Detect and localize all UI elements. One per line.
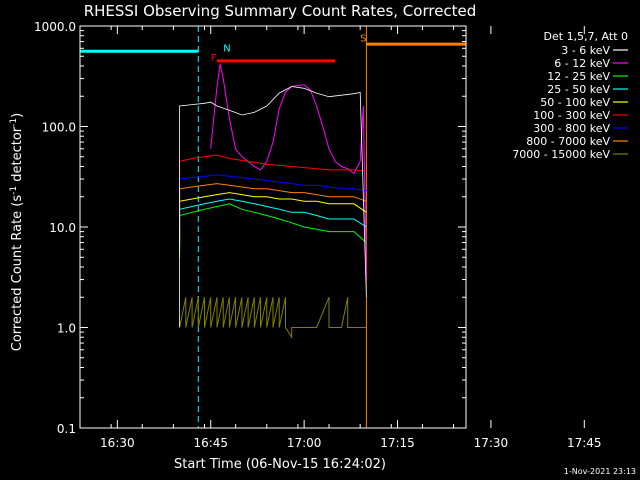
legend-entry-label: 3 - 6 keV (561, 44, 610, 57)
axes: 0.1 1.0 10.0 100.0 1000.0 16:30 16:45 17:00 17:1… (34, 20, 602, 450)
y-axis-label-sup2: -1 (9, 118, 19, 127)
state-label-2: S (360, 34, 366, 45)
series-line-7000-15000keV (179, 297, 367, 339)
plot-background (80, 26, 466, 428)
series-line-100-300keV (179, 154, 367, 210)
chart-title: RHESSI Observing Summary Count Rates, Co… (84, 2, 477, 20)
y-axis-label-sup1: -1 (9, 186, 19, 195)
y-tick-label: 1.0 (57, 322, 76, 336)
plot-area: NF S (80, 26, 466, 428)
legend-entry-label: 50 - 100 keV (540, 96, 610, 109)
y-tick-label: 1000.0 (34, 20, 76, 34)
y-axis-label-main: Corrected Count Rate (s (10, 195, 25, 352)
legend-entry-label: 6 - 12 keV (554, 57, 610, 70)
y-axis-label: Corrected Count Rate (s-1 detector-1) (9, 113, 25, 351)
y-axis-label-end: ) (10, 113, 25, 118)
series-line-25-50keV (179, 198, 367, 250)
series-line-800-7000keV (179, 183, 367, 237)
y-tick-label: 0.1 (57, 422, 76, 436)
x-tick-label: 17:45 (567, 436, 602, 450)
state-label-1: F (211, 53, 217, 64)
x-tick-label: 17:00 (287, 436, 322, 450)
y-tick-label: 100.0 (42, 121, 76, 135)
x-tick-label: 16:45 (193, 436, 228, 450)
series-line-3-6keV-highlight (179, 86, 367, 328)
legend-entry-label: 12 - 25 keV (547, 70, 610, 83)
series-line-6-12keV (210, 63, 367, 280)
footer-timestamp: 1-Nov-2021 23:13 (564, 467, 636, 476)
x-tick-label: 17:30 (474, 436, 509, 450)
legend-entry-label: 7000 - 15000 keV (512, 148, 610, 161)
legend-entry-label: 800 - 7000 keV (526, 135, 610, 148)
series-line-300-800keV (179, 174, 367, 227)
plot-content: NF S (80, 26, 466, 428)
legend-header: Det 1,5,7, Att 0 (544, 30, 628, 43)
y-tick-label: 10.0 (49, 221, 76, 235)
legend-entry-label: 25 - 50 keV (547, 83, 610, 96)
x-tick-label: 16:30 (100, 436, 135, 450)
y-axis-label-mid: detector (10, 126, 25, 186)
series-line-50-100keV (179, 192, 367, 243)
legend-entry-label: 100 - 300 keV (533, 109, 610, 122)
legend-entry-label: 300 - 800 keV (533, 122, 610, 135)
x-tick-label: 17:15 (380, 436, 415, 450)
state-label-0: N (223, 43, 230, 54)
series-line-12-25keV (179, 203, 367, 258)
x-axis-label: Start Time (06-Nov-15 16:24:02) (174, 457, 386, 472)
